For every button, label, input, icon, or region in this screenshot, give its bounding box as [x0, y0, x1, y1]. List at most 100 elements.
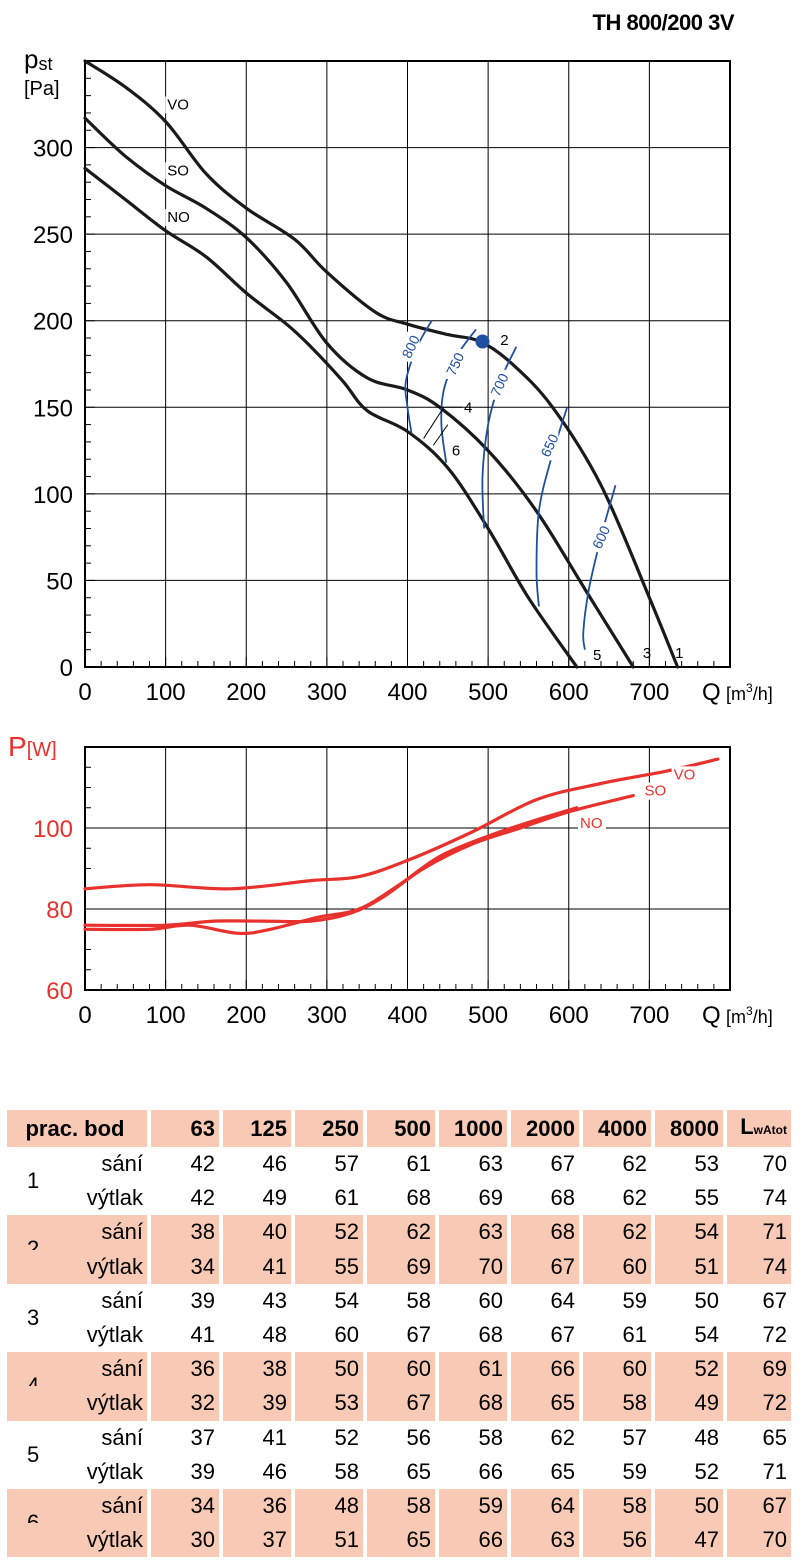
curve-label-bg	[642, 782, 671, 800]
table-cell: 32	[151, 1386, 219, 1421]
series-line-so	[83, 116, 635, 669]
table-row: výtlak 42 49 61 68 69 68 62 55 74	[7, 1181, 791, 1215]
table-cell: 38	[223, 1352, 291, 1387]
table-cell: 70	[439, 1249, 507, 1284]
y-tick-label: 100	[33, 816, 73, 843]
row-kind: sání	[101, 1287, 143, 1313]
x-tick-label: 0	[78, 679, 91, 706]
table-cell: 41	[223, 1249, 291, 1284]
table-cell: 62	[367, 1215, 435, 1250]
table-row: výtlak 34 41 55 69 70 67 60 51 74	[7, 1249, 791, 1284]
table-cell: 54	[334, 1287, 359, 1313]
table-cell: 36	[223, 1488, 291, 1524]
table-row: výtlak 32 39 53 67 68 65 58 49 72	[7, 1386, 791, 1421]
y-tick-label: 250	[33, 222, 73, 249]
iso-label-bg	[592, 522, 610, 553]
curve-label-bg	[578, 815, 607, 832]
table-cell: 37	[223, 1523, 291, 1558]
point-label: 6	[452, 443, 460, 460]
table-cell: 68	[406, 1185, 431, 1211]
row-kind: sání	[101, 1492, 143, 1518]
table-cell: 67	[550, 1322, 575, 1348]
x-tick-label: 600	[549, 679, 589, 706]
y-tick-label: 50	[46, 568, 73, 595]
table-cell: 48	[262, 1322, 287, 1348]
curve-label-bg	[165, 96, 194, 114]
curve-label-so: SO	[167, 162, 189, 179]
y-tick-label: 200	[33, 309, 73, 336]
row-label: sání 5	[7, 1421, 147, 1467]
x-axis-unit: [m3/h]	[726, 1004, 773, 1027]
table-cell: 58	[334, 1458, 359, 1484]
table-cell: 51	[655, 1249, 723, 1284]
table-cell: 65	[511, 1386, 579, 1421]
y-tick-label: 150	[33, 395, 73, 422]
table-cell: 49	[655, 1386, 723, 1421]
table-cell: 39	[190, 1287, 215, 1313]
table-cell: 52	[334, 1424, 359, 1450]
row-label: sání6	[7, 1488, 147, 1535]
table-cell: 41	[262, 1424, 287, 1450]
row-label: výtlak	[7, 1181, 147, 1215]
table-cell: 42	[190, 1151, 215, 1177]
row-kind: sání	[101, 1356, 143, 1382]
table-row: sání 1 42 46 57 61 63 67 62 53 70	[7, 1147, 791, 1193]
y-axis-label: pst	[24, 44, 52, 74]
table-cell: 62	[550, 1424, 575, 1450]
table-cell: 66	[478, 1458, 503, 1484]
table-cell: 60	[367, 1352, 435, 1387]
table-cell: 39	[223, 1386, 291, 1421]
table-cell: 54	[694, 1322, 719, 1348]
row-kind: výtlak	[86, 1527, 143, 1553]
table-row: sání2384052626368625471	[7, 1215, 791, 1261]
table-row: výtlak 41 48 60 67 68 67 61 54 72	[7, 1318, 791, 1352]
table-cell: 58	[478, 1424, 503, 1450]
series-line-no	[83, 806, 579, 936]
x-tick-label: 700	[629, 1002, 669, 1029]
row-label: výtlak	[7, 1318, 147, 1352]
table-cell: 57	[334, 1151, 359, 1177]
table-cell: 60	[583, 1352, 651, 1387]
table-cell: 48	[694, 1424, 719, 1450]
table-cell: 62	[622, 1151, 647, 1177]
table-cell: 69	[367, 1249, 435, 1284]
x-tick-label: 600	[549, 1002, 589, 1029]
row-label: výtlak	[7, 1523, 147, 1558]
table-cell: 63	[439, 1215, 507, 1250]
table-row: sání4363850606166605269	[7, 1352, 791, 1398]
table-body: sání 1 42 46 57 61 63 67 62 53 70 výtlak 42 49 61 68 69 6…	[7, 1147, 791, 1558]
table-header-row: prac. bod 63 125 250 500 1000 2000 4000 8000 LwAt…	[7, 1110, 791, 1147]
table-cell: 50	[694, 1287, 719, 1313]
table-cell: 62	[622, 1185, 647, 1211]
table-cell: 58	[406, 1287, 431, 1313]
x-tick-label: 400	[387, 1002, 427, 1029]
table-header-cell: 2000	[511, 1110, 579, 1147]
table-cell: 46	[262, 1458, 287, 1484]
point-label: 3	[643, 645, 651, 662]
table-header-cell: 63	[151, 1110, 219, 1147]
table-cell: 61	[334, 1185, 359, 1211]
table-cell: 42	[190, 1185, 215, 1211]
x-tick-label: 100	[146, 1002, 186, 1029]
x-tick-label: 400	[387, 679, 427, 706]
y-tick-label: 300	[33, 136, 73, 163]
table-cell: 72	[762, 1322, 787, 1348]
y-tick-label: 80	[46, 897, 73, 924]
table-cell: 68	[550, 1185, 575, 1211]
table-header-cell: LwAtot	[727, 1110, 791, 1147]
row-point: 5	[27, 1441, 40, 1467]
table-cell: 65	[406, 1458, 431, 1484]
table-cell: 74	[762, 1185, 787, 1211]
table-cell: 50	[295, 1352, 363, 1387]
table-cell: 59	[622, 1287, 647, 1313]
chart-title: TH 800/200 3V	[592, 10, 735, 35]
curve-label-so: SO	[645, 783, 667, 800]
row-label: výtlak	[7, 1249, 147, 1284]
y-tick-label: 60	[46, 978, 73, 1005]
power-chart: 0 100 200 300 400 500 600 700 60 80 100 Q [m3/h] P[W]…	[8, 731, 773, 1029]
iso-line-800	[404, 320, 433, 434]
table-cell: 61	[622, 1322, 647, 1348]
table-cell: 34	[151, 1249, 219, 1284]
table-cell: 38	[151, 1215, 219, 1250]
curve-label-bg	[165, 162, 194, 180]
